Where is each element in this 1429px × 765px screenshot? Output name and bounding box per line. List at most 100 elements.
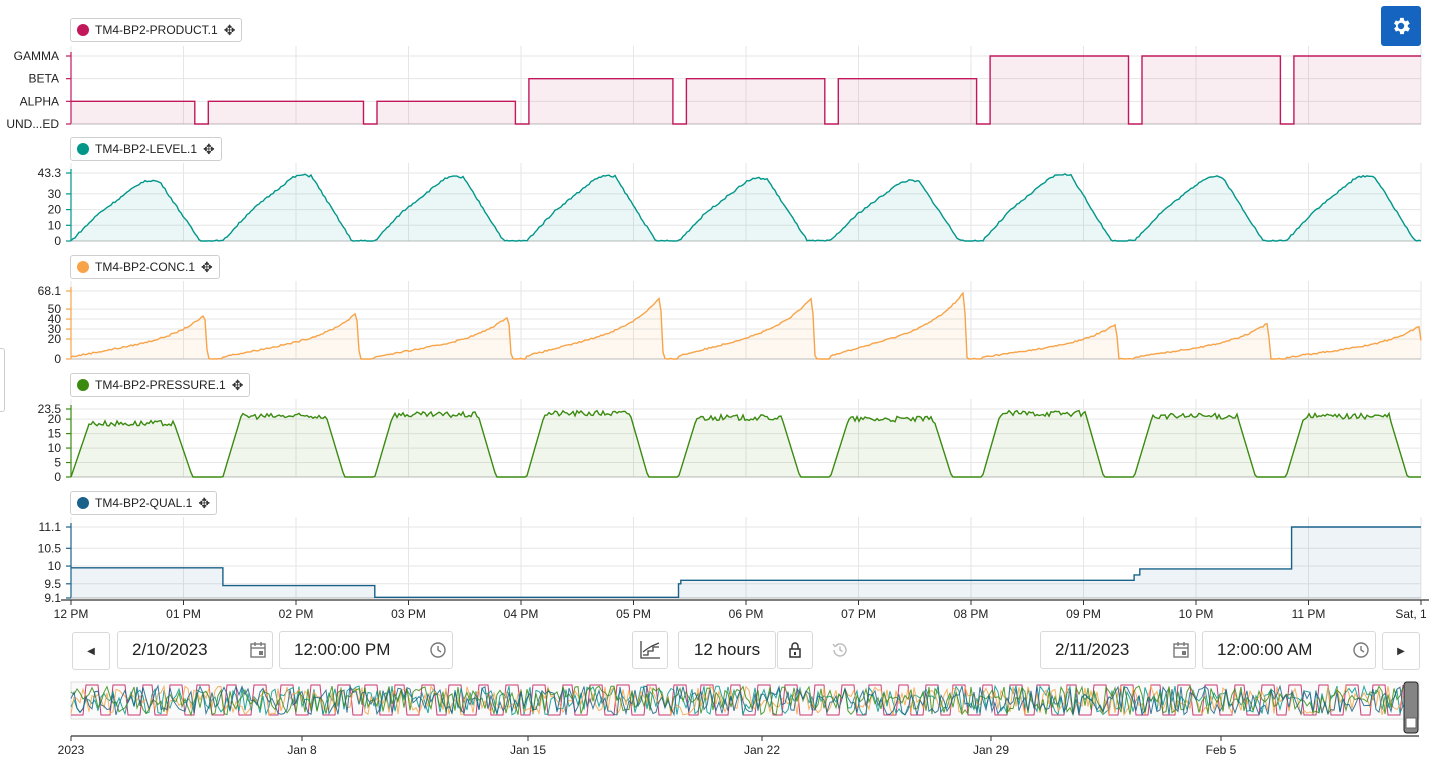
legend-label: TM4-BP2-PRESSURE.1 bbox=[95, 378, 226, 392]
y-tick-label: 0 bbox=[54, 470, 61, 484]
duration-field[interactable]: 12 hours bbox=[678, 631, 776, 669]
chart-type-button[interactable] bbox=[632, 631, 668, 669]
overview-navigator bbox=[70, 681, 1420, 741]
chart-panel-0 bbox=[66, 46, 1422, 125]
overview-handle-grip bbox=[1405, 717, 1417, 729]
time-tick-label: 10 PM bbox=[1179, 607, 1214, 621]
time-tick-label: 05 PM bbox=[616, 607, 651, 621]
end-date-field[interactable]: 2/11/2023 bbox=[1040, 631, 1196, 669]
move-icon[interactable]: ✥ bbox=[223, 22, 236, 38]
overview-series bbox=[70, 684, 1404, 717]
lock-duration-button[interactable] bbox=[777, 631, 813, 669]
y-tick-label: 5 bbox=[54, 456, 61, 470]
chart-panel-2 bbox=[66, 281, 1422, 360]
overview-series bbox=[70, 684, 1404, 717]
move-icon[interactable]: ✥ bbox=[203, 141, 215, 157]
series-line bbox=[70, 409, 1421, 478]
chart-panel-4 bbox=[66, 517, 1422, 599]
y-tick-label: 30 bbox=[48, 187, 62, 201]
y-tick-label: 15 bbox=[48, 427, 62, 441]
y-tick-label: 30 bbox=[48, 322, 62, 336]
series-area bbox=[71, 173, 1421, 241]
left-edge-handle[interactable] bbox=[0, 348, 5, 412]
y-tick-label: 10 bbox=[48, 218, 62, 232]
series-color-dot bbox=[77, 379, 89, 391]
overview-tick-label: Jan 29 bbox=[973, 743, 1009, 757]
time-tick-label: 04 PM bbox=[504, 607, 539, 621]
time-tick-label: 01 PM bbox=[166, 607, 201, 621]
overview-tick-label: 2023 bbox=[58, 743, 85, 757]
legend-label: TM4-BP2-PRODUCT.1 bbox=[95, 23, 218, 37]
y-tick-label: 40 bbox=[48, 312, 62, 326]
series-area bbox=[71, 56, 1421, 124]
y-tick-label: 9.5 bbox=[44, 577, 61, 591]
series-color-dot bbox=[77, 143, 89, 155]
clock-icon[interactable] bbox=[424, 641, 452, 659]
series-area bbox=[71, 293, 1421, 359]
legend-pressure[interactable]: TM4-BP2-PRESSURE.1 ✥ bbox=[70, 373, 251, 397]
clock-icon[interactable] bbox=[1347, 641, 1375, 659]
previous-range-button[interactable]: ◀ bbox=[72, 632, 110, 670]
caret-left-icon: ◀ bbox=[87, 645, 95, 657]
start-date-value: 2/10/2023 bbox=[132, 640, 208, 659]
move-icon[interactable]: ✥ bbox=[198, 495, 211, 511]
settings-button[interactable] bbox=[1381, 6, 1421, 46]
time-tick-label: 06 PM bbox=[729, 607, 764, 621]
legend-product[interactable]: TM4-BP2-PRODUCT.1 ✥ bbox=[70, 18, 243, 42]
time-tick-label: 02 PM bbox=[279, 607, 314, 621]
step-chart-icon bbox=[640, 641, 660, 659]
y-tick-label: 10.5 bbox=[38, 541, 62, 555]
calendar-icon[interactable] bbox=[1167, 641, 1195, 659]
overview-series bbox=[71, 684, 1404, 716]
y-tick-label: 43.3 bbox=[38, 166, 62, 180]
move-icon[interactable]: ✥ bbox=[201, 259, 213, 275]
end-date-value: 2/11/2023 bbox=[1055, 640, 1130, 659]
y-tick-label: BETA bbox=[29, 72, 59, 86]
time-tick-label: 11 PM bbox=[1292, 607, 1326, 621]
history-button[interactable] bbox=[822, 631, 858, 669]
series-line bbox=[70, 291, 1422, 360]
legend-label: TM4-BP2-QUAL.1 bbox=[95, 496, 193, 510]
move-icon[interactable]: ✥ bbox=[231, 377, 244, 393]
y-tick-label: 0 bbox=[54, 234, 61, 248]
time-tick-label: 09 PM bbox=[1066, 607, 1101, 621]
y-tick-label: 11.1 bbox=[39, 520, 62, 534]
legend-qual[interactable]: TM4-BP2-QUAL.1 ✥ bbox=[70, 491, 218, 515]
end-time-field[interactable]: 12:00:00 AM bbox=[1202, 631, 1376, 669]
series-color-dot bbox=[77, 497, 89, 509]
start-date-field[interactable]: 2/10/2023 bbox=[117, 631, 273, 669]
overview-tick-label: Jan 22 bbox=[744, 743, 780, 757]
y-tick-label: 20 bbox=[48, 203, 62, 217]
series-color-dot bbox=[77, 24, 89, 36]
next-range-button[interactable]: ▶ bbox=[1382, 632, 1420, 670]
y-tick-label: ALPHA bbox=[20, 94, 59, 108]
y-tick-label: 50 bbox=[48, 302, 62, 316]
history-icon bbox=[832, 643, 847, 657]
overview-tick-label: Jan 15 bbox=[510, 743, 546, 757]
time-tick-label: 12 PM bbox=[54, 607, 89, 621]
series-line bbox=[71, 526, 1421, 598]
series-line bbox=[71, 55, 1421, 125]
y-tick-label: 23.5 bbox=[38, 402, 62, 416]
y-tick-label: 0 bbox=[54, 352, 61, 366]
overview-tick-label: Jan 8 bbox=[287, 743, 317, 757]
time-tick-label: 08 PM bbox=[954, 607, 989, 621]
time-tick-label: 03 PM bbox=[391, 607, 426, 621]
legend-label: TM4-BP2-LEVEL.1 bbox=[95, 142, 198, 156]
end-time-value: 12:00:00 AM bbox=[1217, 640, 1313, 659]
legend-conc[interactable]: TM4-BP2-CONC.1 ✥ bbox=[70, 255, 220, 279]
time-axis bbox=[61, 599, 1429, 605]
gear-icon bbox=[1394, 17, 1410, 35]
calendar-icon[interactable] bbox=[244, 641, 272, 659]
y-tick-label: 20 bbox=[48, 332, 62, 346]
time-tick-label: Sat, 1 bbox=[1395, 607, 1427, 621]
legend-label: TM4-BP2-CONC.1 bbox=[95, 260, 196, 274]
y-tick-label: GAMMA bbox=[14, 49, 59, 63]
start-time-field[interactable]: 12:00:00 PM bbox=[279, 631, 453, 669]
time-tick-label: 07 PM bbox=[841, 607, 876, 621]
y-tick-label: UND...ED bbox=[6, 117, 59, 131]
y-tick-label: 68.1 bbox=[38, 284, 62, 298]
legend-level[interactable]: TM4-BP2-LEVEL.1 ✥ bbox=[70, 137, 222, 161]
y-tick-label: 10 bbox=[48, 441, 62, 455]
